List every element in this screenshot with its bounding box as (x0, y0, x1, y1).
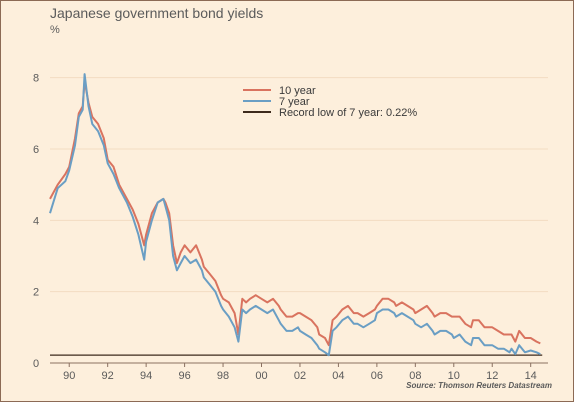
x-tick-label-00: 00 (255, 370, 267, 382)
y-tick-label-8: 8 (33, 73, 39, 85)
legend-label-10-year: 10 year (279, 85, 316, 97)
x-tick-label-02: 02 (294, 370, 306, 382)
x-tick-label-98: 98 (217, 370, 229, 382)
series-line-10-year (49, 80, 541, 347)
legend-label-7-year: 7 year (279, 96, 310, 108)
x-tick-label-10: 10 (448, 370, 460, 382)
y-tick-label-6: 6 (33, 144, 39, 156)
x-tick-label-06: 06 (371, 370, 383, 382)
source-note: Source: Thomson Reuters Datastream (406, 381, 552, 390)
x-tick-label-08: 08 (409, 370, 421, 382)
y-tick-label-2: 2 (33, 287, 39, 299)
x-tick-label-04: 04 (332, 370, 344, 382)
x-tick-label-12: 12 (486, 370, 498, 382)
x-tick-label-96: 96 (178, 370, 190, 382)
y-tick-label-4: 4 (33, 215, 39, 227)
legend-label-record-low: Record low of 7 year: 0.22% (279, 107, 417, 119)
y-unit-label: % (50, 24, 60, 36)
y-tick-label-0: 0 (33, 358, 39, 370)
x-tick-label-14: 14 (525, 370, 537, 382)
x-tick-label-92: 92 (102, 370, 114, 382)
x-tick-label-90: 90 (63, 370, 75, 382)
x-tick-label-94: 94 (140, 370, 152, 382)
series-line-7-year (49, 73, 541, 357)
chart-title: Japanese government bond yields (50, 5, 264, 21)
